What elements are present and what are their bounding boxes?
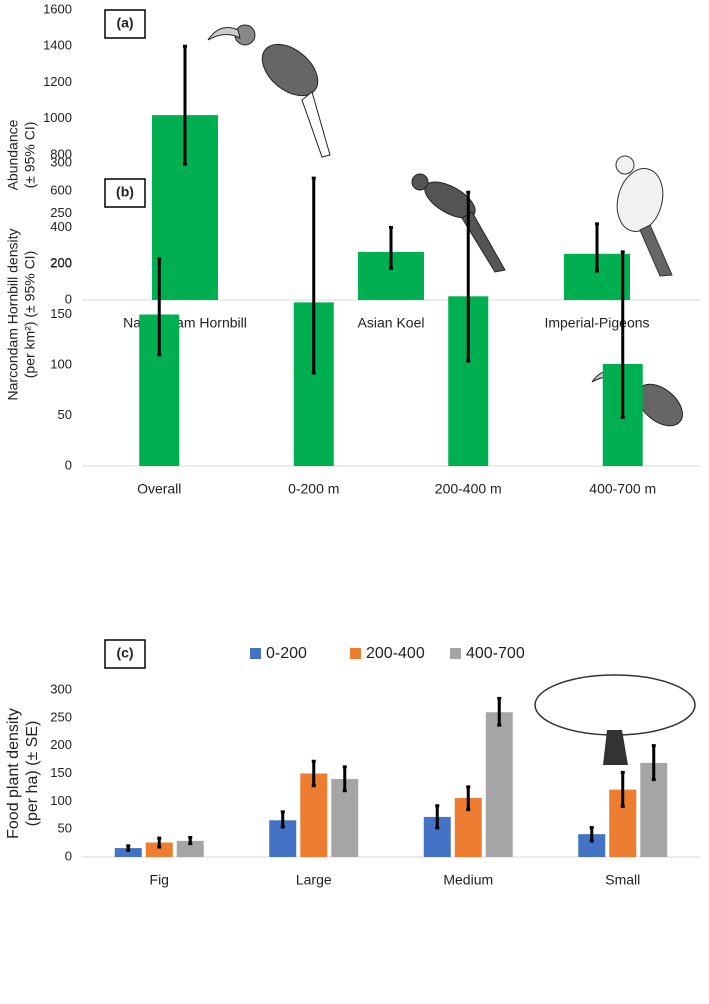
panel-label-box bbox=[104, 639, 146, 669]
bar bbox=[578, 834, 606, 857]
y-axis-label: Narcondam Hornbill density bbox=[5, 229, 21, 401]
y-tick-label: 0 bbox=[65, 291, 72, 306]
x-tick-label: Fig bbox=[150, 872, 169, 888]
y-tick-label: 300 bbox=[50, 681, 72, 696]
error-bar bbox=[589, 825, 594, 843]
y-axis-label: (± 95% CI) bbox=[22, 122, 38, 189]
bar bbox=[176, 840, 204, 857]
error-bar bbox=[466, 190, 471, 363]
error-bar bbox=[311, 176, 316, 375]
y-axis-label: (per km²) (± 95% CI) bbox=[22, 251, 38, 378]
y-axis-label: (per ha) (± SE) bbox=[24, 721, 41, 827]
legend-swatch bbox=[450, 648, 461, 659]
error-bar bbox=[595, 222, 599, 273]
panel-label-box bbox=[104, 178, 146, 208]
error-bar bbox=[435, 804, 440, 830]
error-bar bbox=[280, 810, 285, 829]
panel-label: (b) bbox=[116, 184, 134, 200]
y-tick-label: 1000 bbox=[43, 110, 72, 125]
hornbill-illustration bbox=[207, 24, 331, 158]
x-tick-label: Large bbox=[296, 872, 332, 888]
y-tick-label: 250 bbox=[50, 205, 72, 220]
y-tick-label: 150 bbox=[50, 306, 72, 321]
bar bbox=[145, 842, 173, 857]
legend-label: 400-700 bbox=[466, 645, 525, 662]
legend-swatch bbox=[350, 648, 361, 659]
bar bbox=[114, 848, 142, 857]
legend-label: 0-200 bbox=[266, 645, 307, 662]
pigeon-illustration bbox=[615, 155, 673, 277]
panel-label-box bbox=[104, 9, 146, 39]
legend-swatch bbox=[250, 648, 261, 659]
y-tick-label: 100 bbox=[50, 793, 72, 808]
y-tick-label: 1400 bbox=[43, 38, 72, 53]
error-bar bbox=[620, 250, 625, 420]
y-tick-label: 300 bbox=[50, 154, 72, 169]
y-tick-label: 600 bbox=[50, 183, 72, 198]
y-tick-label: 50 bbox=[58, 821, 72, 836]
y-axis-label: Food plant density bbox=[5, 708, 22, 839]
error-bar bbox=[126, 844, 131, 852]
panel-label: (a) bbox=[116, 15, 133, 31]
y-tick-label: 200 bbox=[50, 255, 72, 270]
y-axis-label: Abundance bbox=[5, 119, 21, 190]
koel-illustration bbox=[411, 173, 506, 273]
panel-label: (c) bbox=[116, 645, 133, 661]
y-tick-label: 0 bbox=[65, 457, 72, 472]
error-bar bbox=[389, 226, 393, 270]
error-bar bbox=[651, 744, 656, 782]
x-tick-label: 200-400 m bbox=[435, 481, 502, 497]
error-bar bbox=[188, 836, 193, 846]
error-bar bbox=[311, 759, 316, 788]
x-tick-label: Small bbox=[605, 872, 640, 888]
y-tick-label: 250 bbox=[50, 709, 72, 724]
error-bar bbox=[342, 765, 347, 793]
y-tick-label: 100 bbox=[50, 356, 72, 371]
x-tick-label: 400-700 m bbox=[589, 481, 656, 497]
bar bbox=[485, 712, 513, 857]
y-tick-label: 800 bbox=[50, 146, 72, 161]
y-tick-label: 400 bbox=[50, 219, 72, 234]
y-tick-label: 0 bbox=[65, 848, 72, 863]
bar bbox=[300, 773, 328, 857]
y-tick-label: 1600 bbox=[43, 1, 72, 16]
x-tick-label: Overall bbox=[137, 481, 181, 497]
tree-illustration bbox=[534, 674, 696, 765]
error-bar bbox=[497, 696, 502, 727]
y-tick-label: 50 bbox=[58, 407, 72, 422]
error-bar bbox=[157, 836, 162, 849]
error-bar bbox=[466, 785, 471, 812]
legend-label: 200-400 bbox=[366, 645, 425, 662]
x-tick-label: Medium bbox=[443, 872, 493, 888]
error-bar bbox=[620, 770, 625, 808]
x-tick-label: 0-200 m bbox=[288, 481, 339, 497]
error-bar bbox=[157, 257, 162, 357]
y-tick-label: 1200 bbox=[43, 74, 72, 89]
y-tick-label: 200 bbox=[50, 255, 72, 270]
error-bar bbox=[183, 44, 187, 166]
y-tick-label: 200 bbox=[50, 737, 72, 752]
x-tick-label: Imperial-Pigeons bbox=[544, 315, 649, 331]
y-tick-label: 150 bbox=[50, 765, 72, 780]
x-tick-label: Asian Koel bbox=[358, 315, 425, 331]
